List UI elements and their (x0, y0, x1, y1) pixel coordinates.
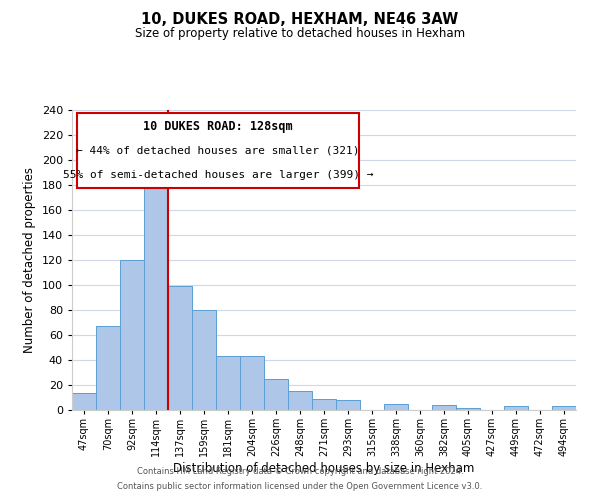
Text: 55% of semi-detached houses are larger (399) →: 55% of semi-detached houses are larger (… (63, 170, 373, 179)
Text: Size of property relative to detached houses in Hexham: Size of property relative to detached ho… (135, 28, 465, 40)
X-axis label: Distribution of detached houses by size in Hexham: Distribution of detached houses by size … (173, 462, 475, 475)
Text: 10, DUKES ROAD, HEXHAM, NE46 3AW: 10, DUKES ROAD, HEXHAM, NE46 3AW (142, 12, 458, 28)
Text: Contains HM Land Registry data © Crown copyright and database right 2024.: Contains HM Land Registry data © Crown c… (137, 467, 463, 476)
Bar (120, 260, 144, 410)
Bar (504, 406, 528, 410)
Text: ← 44% of detached houses are smaller (321): ← 44% of detached houses are smaller (32… (76, 146, 360, 156)
Bar (168, 286, 192, 410)
Bar (240, 356, 264, 410)
Bar (288, 391, 312, 410)
Bar (144, 169, 168, 410)
Bar (384, 404, 408, 410)
Bar (432, 405, 456, 410)
Bar (264, 379, 288, 410)
Text: 10 DUKES ROAD: 128sqm: 10 DUKES ROAD: 128sqm (143, 120, 293, 133)
Bar (456, 408, 480, 410)
FancyBboxPatch shape (77, 113, 359, 188)
Bar (192, 310, 216, 410)
Bar (312, 399, 336, 410)
Bar (552, 406, 576, 410)
Bar (216, 356, 240, 410)
Text: Contains public sector information licensed under the Open Government Licence v3: Contains public sector information licen… (118, 482, 482, 491)
Y-axis label: Number of detached properties: Number of detached properties (23, 167, 36, 353)
Bar (72, 392, 96, 410)
Bar (336, 400, 360, 410)
Bar (96, 326, 120, 410)
